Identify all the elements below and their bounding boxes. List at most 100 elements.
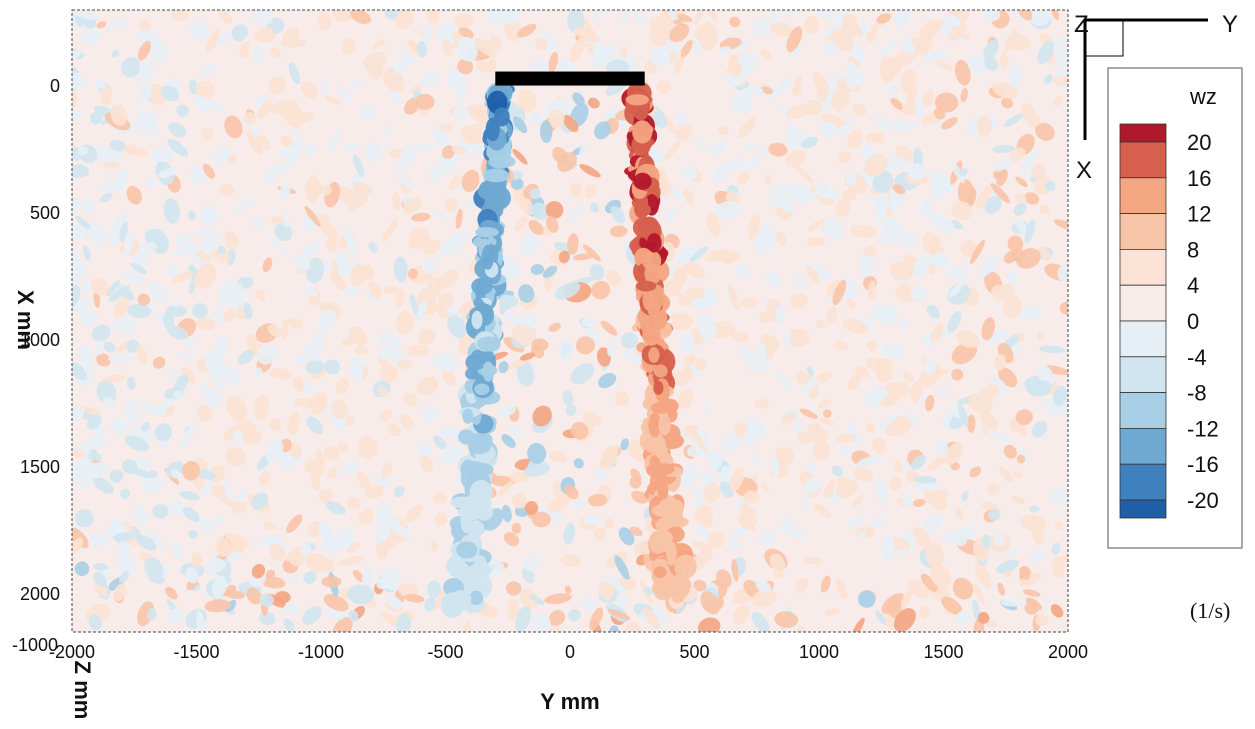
z-tick-label: -1000	[12, 635, 58, 655]
vorticity-blob	[549, 450, 568, 463]
vorticity-blob	[142, 476, 163, 494]
x-axis-ticks: -2000 -1500 -1000 -500 0 500 1000 1500 2000	[49, 642, 1088, 662]
vorticity-blob	[408, 227, 429, 250]
vorticity-blob	[934, 92, 959, 113]
legend-swatch	[1119, 499, 1167, 519]
vorticity-blob	[865, 340, 877, 351]
vorticity-blob	[710, 320, 735, 339]
vorticity-blob	[650, 47, 670, 67]
shear-layer-blob	[488, 184, 505, 209]
vorticity-blob	[728, 157, 746, 171]
vorticity-blob	[524, 501, 539, 515]
vorticity-blob	[395, 171, 414, 190]
vorticity-blob	[91, 324, 111, 342]
shear-layer-blob	[674, 554, 697, 579]
vorticity-blob	[102, 161, 120, 169]
shear-layer-blob	[647, 303, 661, 318]
vorticity-blob	[805, 99, 823, 116]
vorticity-blob	[572, 253, 594, 261]
vorticity-blob	[421, 71, 440, 87]
vorticity-blob	[732, 605, 750, 625]
vorticity-blob	[573, 27, 600, 43]
vorticity-blob	[132, 504, 148, 525]
vorticity-blob	[185, 567, 199, 584]
vorticity-blob	[510, 177, 524, 190]
vorticity-blob	[182, 460, 201, 481]
vorticity-blob	[831, 85, 850, 112]
vorticity-blob	[629, 526, 643, 537]
vorticity-blob	[955, 536, 967, 547]
vorticity-blob	[994, 353, 1007, 371]
vorticity-blob	[407, 268, 418, 279]
vorticity-blob	[1014, 218, 1029, 235]
vorticity-blob	[656, 79, 672, 94]
vorticity-blob	[1017, 10, 1033, 21]
vorticity-blob	[302, 606, 322, 625]
vorticity-blob	[269, 234, 287, 256]
vorticity-blob	[587, 97, 600, 109]
vorticity-blob	[80, 28, 102, 46]
vorticity-blob	[225, 234, 240, 251]
vorticity-blob	[867, 280, 877, 300]
vorticity-blob	[589, 607, 604, 631]
vorticity-blob	[851, 617, 865, 632]
vorticity-blob	[108, 285, 130, 302]
vorticity-blob	[141, 422, 151, 432]
vorticity-blob	[341, 38, 356, 55]
vorticity-blob	[903, 493, 913, 509]
vorticity-blob	[704, 401, 713, 411]
vorticity-blob	[744, 363, 773, 371]
vorticity-blob	[742, 142, 757, 151]
vorticity-blob	[216, 335, 229, 349]
vorticity-blob	[1051, 542, 1061, 555]
vorticity-blob	[393, 485, 405, 498]
shear-layer-blob	[475, 227, 499, 238]
vorticity-blob	[165, 305, 188, 317]
vorticity-blob	[372, 39, 386, 49]
vorticity-blob	[268, 76, 287, 94]
vorticity-blob	[911, 454, 927, 470]
vorticity-blob	[758, 342, 767, 363]
vorticity-blob	[568, 609, 581, 622]
vorticity-blob	[805, 265, 820, 284]
y-axis-label: X mm	[13, 290, 38, 350]
vorticity-blob	[148, 282, 169, 302]
vorticity-blob	[806, 423, 829, 443]
vorticity-blob	[304, 205, 321, 227]
vorticity-blob	[1053, 95, 1064, 107]
vorticity-blob	[392, 192, 401, 211]
vorticity-blob	[237, 490, 249, 503]
vorticity-blob	[90, 278, 110, 296]
vorticity-blob	[496, 405, 516, 417]
vorticity-blob	[755, 241, 773, 254]
vorticity-blob	[958, 526, 978, 540]
vorticity-blob	[786, 104, 813, 119]
vorticity-blob	[652, 150, 664, 162]
vorticity-blob	[923, 360, 937, 375]
vorticity-blob	[1028, 115, 1041, 128]
vorticity-blob	[437, 23, 456, 37]
vorticity-blob	[259, 593, 274, 607]
vorticity-blob	[381, 218, 399, 242]
vorticity-blob	[573, 497, 584, 509]
vorticity-blob	[740, 297, 759, 308]
vorticity-blob	[968, 393, 993, 414]
vorticity-blob	[1003, 294, 1023, 318]
vorticity-blob	[283, 602, 300, 615]
vorticity-blob	[955, 507, 964, 520]
vorticity-blob	[223, 589, 245, 599]
vorticity-blob	[281, 319, 289, 340]
vorticity-blob	[987, 619, 998, 629]
vorticity-blob	[124, 435, 150, 452]
vorticity-blob	[93, 562, 109, 572]
legend-level-label: 12	[1187, 202, 1211, 227]
vorticity-blob	[211, 484, 227, 498]
vorticity-blob	[301, 382, 314, 394]
vorticity-blob	[258, 471, 271, 486]
vorticity-blob	[72, 463, 81, 479]
vorticity-blob	[838, 124, 851, 136]
vorticity-blob	[393, 256, 408, 283]
vorticity-blob	[368, 241, 378, 253]
vorticity-blob	[986, 328, 1009, 344]
vorticity-blob	[86, 434, 107, 450]
